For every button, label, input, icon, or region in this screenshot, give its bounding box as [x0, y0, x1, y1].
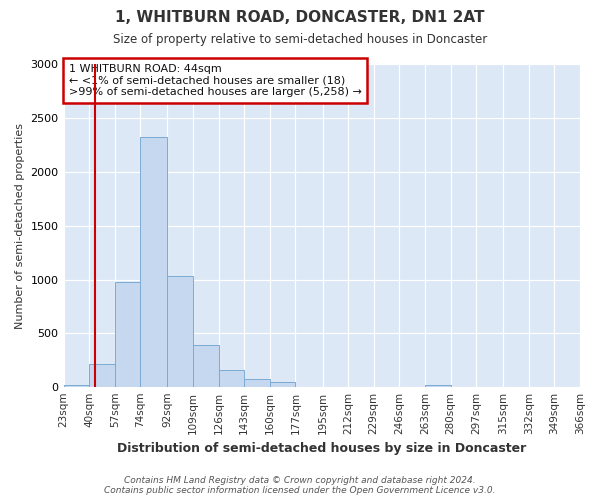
- Bar: [193, 346, 218, 388]
- Bar: [218, 370, 244, 388]
- Bar: [140, 138, 167, 388]
- X-axis label: Distribution of semi-detached houses by size in Doncaster: Distribution of semi-detached houses by …: [117, 442, 526, 455]
- Bar: [425, 384, 451, 388]
- Text: 1, WHITBURN ROAD, DONCASTER, DN1 2AT: 1, WHITBURN ROAD, DONCASTER, DN1 2AT: [115, 10, 485, 25]
- Text: 1 WHITBURN ROAD: 44sqm
← <1% of semi-detached houses are smaller (18)
>99% of se: 1 WHITBURN ROAD: 44sqm ← <1% of semi-det…: [69, 64, 362, 97]
- Bar: [244, 379, 270, 388]
- Bar: [295, 387, 323, 388]
- Bar: [64, 386, 89, 388]
- Bar: [270, 382, 295, 388]
- Bar: [323, 387, 348, 388]
- Text: Contains HM Land Registry data © Crown copyright and database right 2024.
Contai: Contains HM Land Registry data © Crown c…: [104, 476, 496, 495]
- Bar: [167, 276, 193, 388]
- Text: Size of property relative to semi-detached houses in Doncaster: Size of property relative to semi-detach…: [113, 32, 487, 46]
- Y-axis label: Number of semi-detached properties: Number of semi-detached properties: [15, 122, 25, 328]
- Bar: [115, 282, 140, 388]
- Bar: [89, 364, 115, 388]
